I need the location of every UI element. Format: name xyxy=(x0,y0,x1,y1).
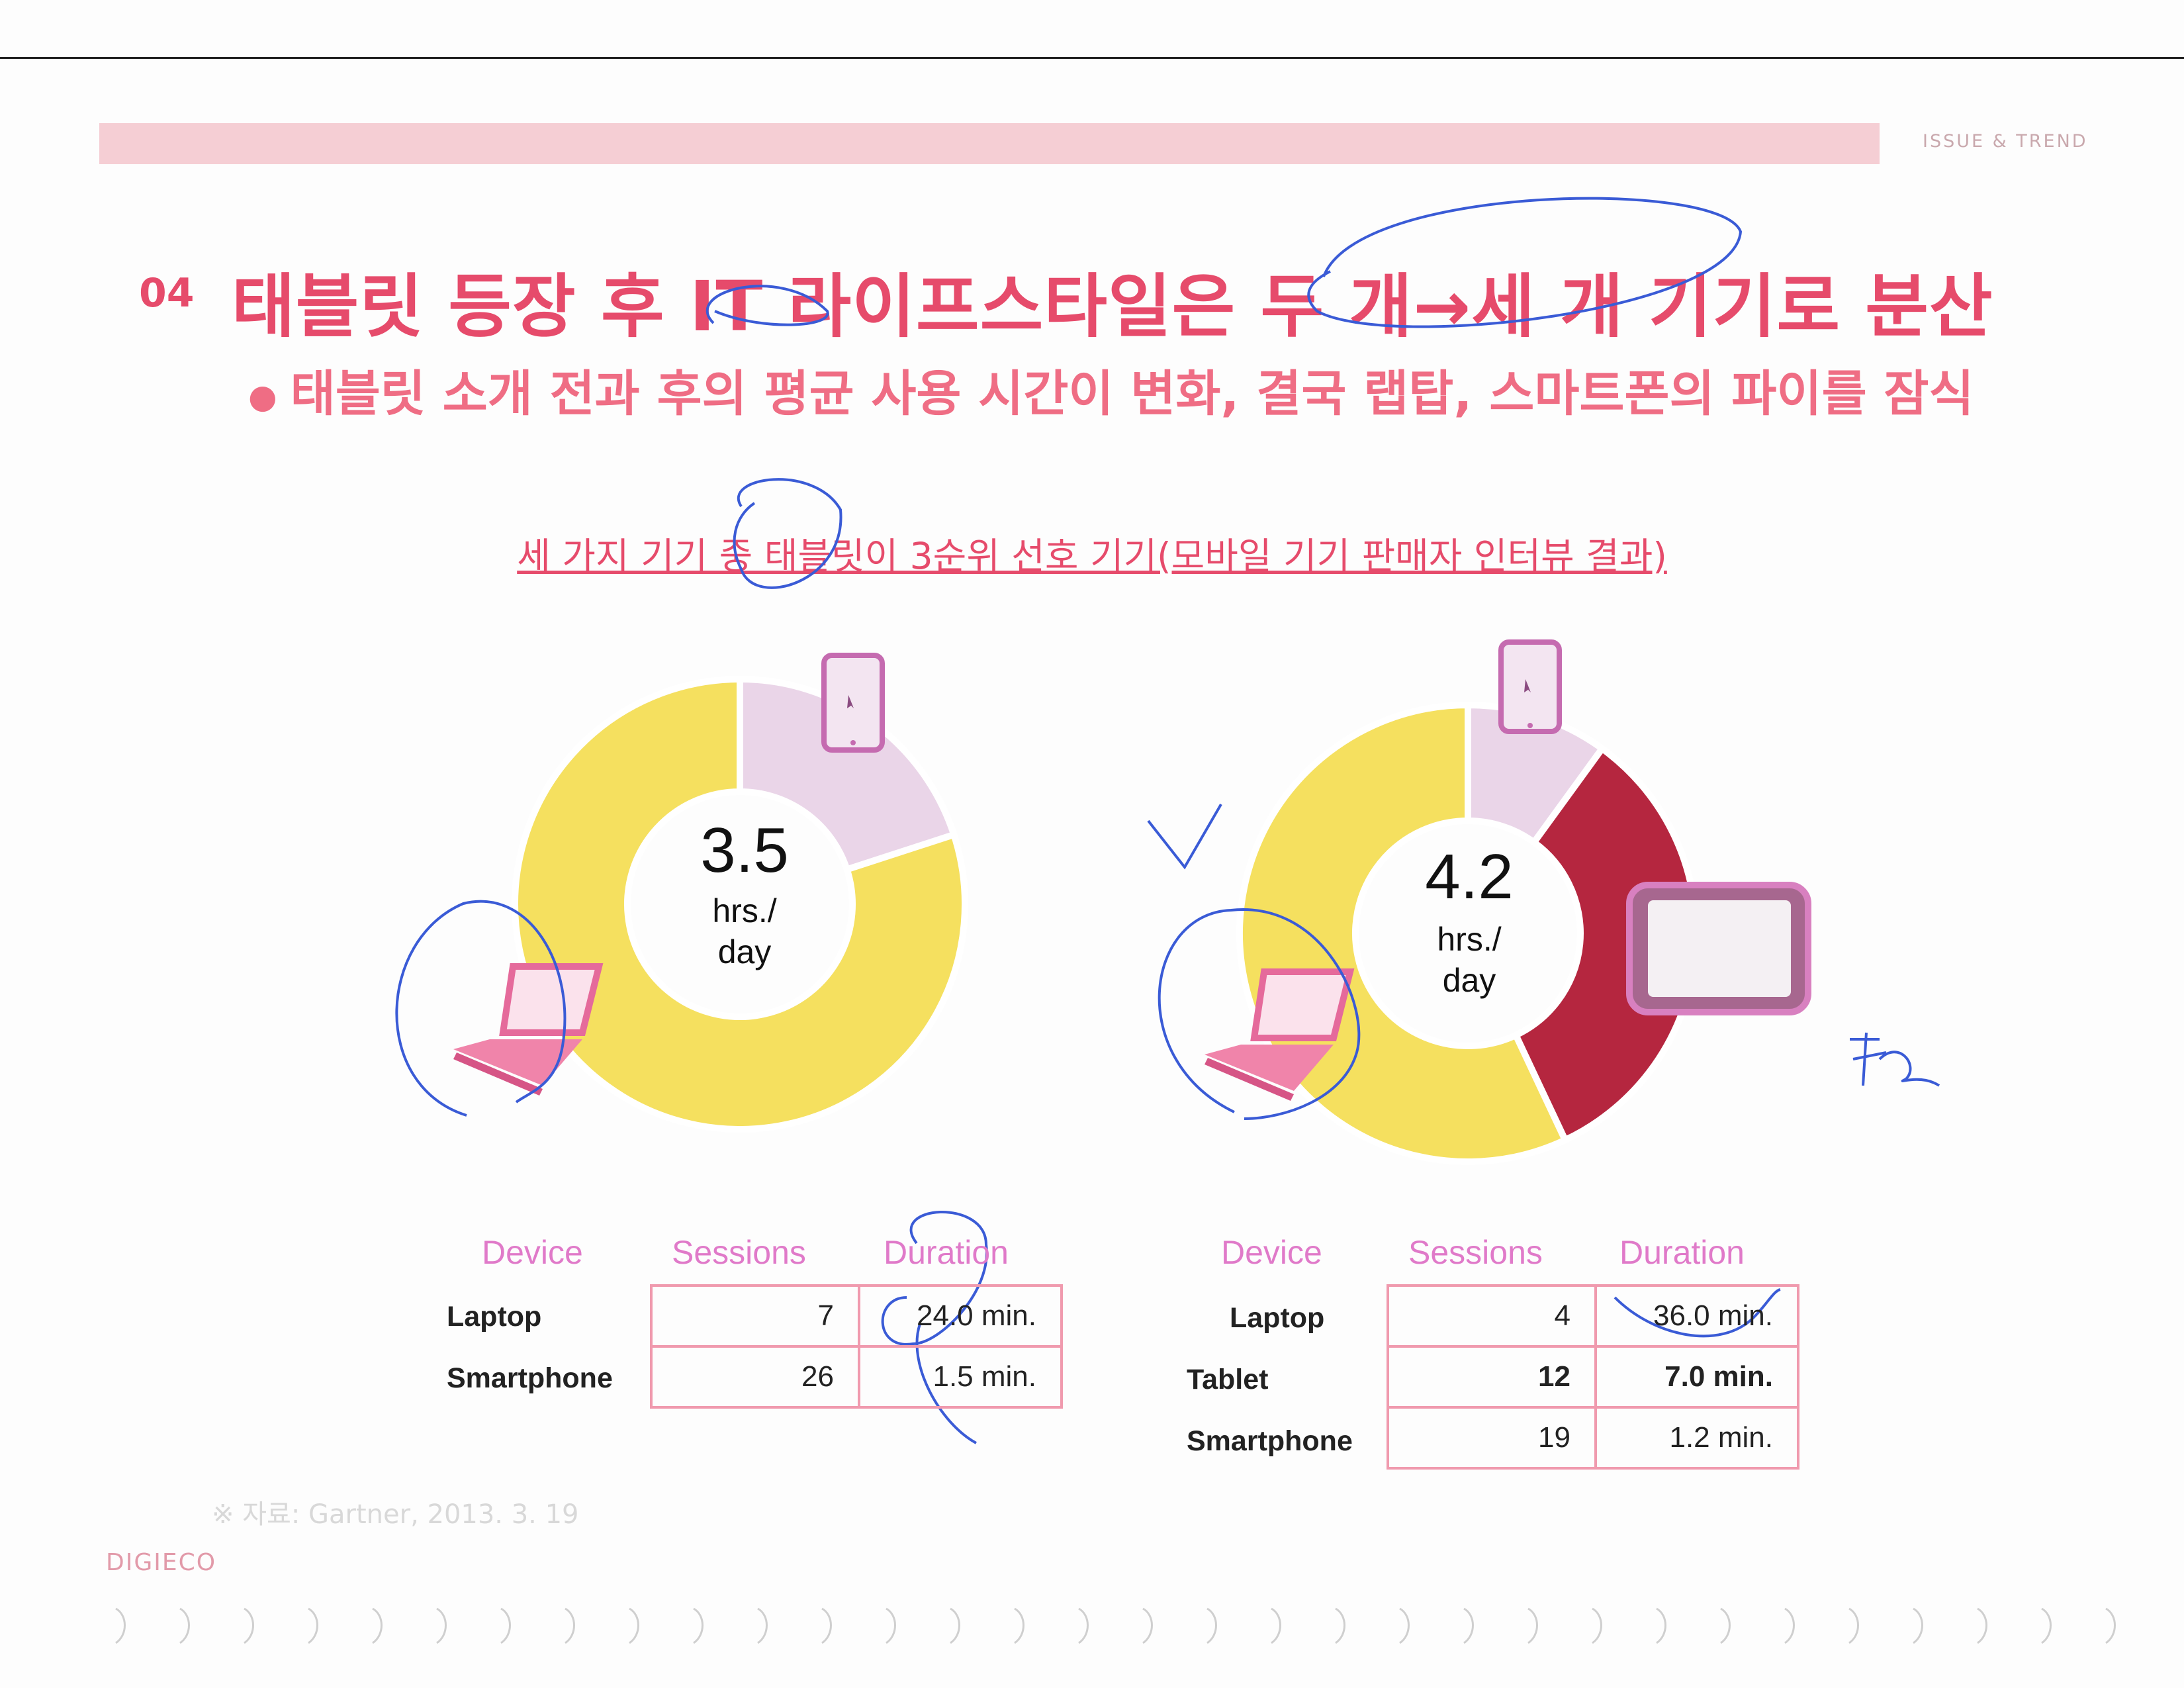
cell-duration: 1.5 min. xyxy=(858,1345,1063,1409)
column-header-sessions: Sessions xyxy=(1408,1234,1543,1271)
binder-mark xyxy=(1142,1607,1153,1644)
cell-duration: 1.2 min. xyxy=(1594,1406,1799,1470)
binder-holes xyxy=(115,1607,2116,1644)
cell-duration: 36.0 min. xyxy=(1594,1284,1799,1348)
binder-mark xyxy=(1720,1607,1731,1644)
smartphone-icon xyxy=(1498,639,1562,734)
binder-mark xyxy=(1592,1607,1602,1644)
binder-mark xyxy=(629,1607,639,1644)
binder-mark xyxy=(500,1607,511,1644)
bullet-icon: ● xyxy=(248,377,277,416)
section-label: ISSUE & TREND xyxy=(1923,131,2088,152)
binder-mark xyxy=(1271,1607,1281,1644)
row-label-smartphone: Smartphone xyxy=(1187,1425,1353,1457)
donut-chart-before xyxy=(512,675,969,1133)
tablet-icon xyxy=(1626,882,1811,1015)
binder-mark xyxy=(2105,1607,2116,1644)
page-subtitle: ● 태블릿 소개 전과 후의 평균 사용 시간이 변화, 결국 랩탑, 스마트폰의… xyxy=(248,354,1974,425)
top-rule xyxy=(0,57,2184,59)
cell-sessions: 19 xyxy=(1387,1406,1597,1470)
column-header-device: Device xyxy=(482,1234,583,1271)
slice-laptop xyxy=(512,675,969,1133)
laptop-icon xyxy=(453,963,604,1096)
binder-mark xyxy=(436,1607,447,1644)
binder-mark xyxy=(179,1607,190,1644)
cell-sessions: 26 xyxy=(650,1345,860,1409)
column-header-sessions: Sessions xyxy=(672,1234,806,1271)
subtitle-text: 태블릿 소개 전과 후의 평균 사용 시간이 변화, 결국 랩탑, 스마트폰의 … xyxy=(290,365,1974,422)
slice-tablet xyxy=(1511,743,1700,1145)
row-label-tablet: Tablet xyxy=(1187,1364,1269,1395)
donut1-center-unit: hrs./ day xyxy=(712,892,777,970)
page-title: 태블릿 등장 후 IT 라이프스타일은 두 개→세 개 기기로 분산 xyxy=(232,266,1993,347)
donut2-center-unit: hrs./ day xyxy=(1437,921,1502,999)
binder-mark xyxy=(1078,1607,1089,1644)
binder-mark xyxy=(1977,1607,1987,1644)
binder-mark xyxy=(1848,1607,1859,1644)
cell-duration: 24.0 min. xyxy=(858,1284,1063,1348)
row-label-laptop: Laptop xyxy=(1230,1302,1325,1334)
binder-mark xyxy=(2041,1607,2052,1644)
binder-mark xyxy=(821,1607,832,1644)
binder-mark xyxy=(1656,1607,1666,1644)
cell-sessions: 4 xyxy=(1387,1284,1597,1348)
section-number: 04 xyxy=(139,270,195,316)
binder-mark xyxy=(886,1607,896,1644)
binder-mark xyxy=(1206,1607,1217,1644)
row-label-smartphone: Smartphone xyxy=(447,1362,613,1394)
smartphone-icon xyxy=(821,653,885,753)
cell-sessions: 7 xyxy=(650,1284,860,1348)
cell-duration: 7.0 min. xyxy=(1594,1345,1799,1409)
binder-mark xyxy=(693,1607,704,1644)
binder-mark xyxy=(757,1607,768,1644)
binder-mark xyxy=(950,1607,960,1644)
source-note: ※ 자료: Gartner, 2013. 3. 19 xyxy=(212,1499,579,1530)
binder-mark xyxy=(115,1607,126,1644)
binder-mark xyxy=(565,1607,575,1644)
row-label-laptop: Laptop xyxy=(447,1301,542,1333)
laptop-icon xyxy=(1205,968,1355,1101)
column-header-device: Device xyxy=(1221,1234,1322,1271)
binder-mark xyxy=(244,1607,254,1644)
column-header-duration: Duration xyxy=(884,1234,1009,1271)
slice-smartphone xyxy=(737,675,958,874)
binder-mark xyxy=(372,1607,383,1644)
binder-mark xyxy=(1399,1607,1410,1644)
binder-mark xyxy=(1527,1607,1538,1644)
binder-mark xyxy=(1784,1607,1795,1644)
binder-mark xyxy=(308,1607,318,1644)
donut2-center-value: 4.2 xyxy=(1425,841,1514,912)
handwritten-annotations xyxy=(395,197,1940,1444)
header-band xyxy=(99,123,1880,164)
donut1-center-value: 3.5 xyxy=(700,815,789,886)
cell-sessions: 12 xyxy=(1387,1345,1597,1409)
column-header-duration: Duration xyxy=(1619,1234,1745,1271)
chart-heading: 세 가지 기기 중 태블릿이 3순위 선호 기기(모바일 기기 판매자 인터뷰 … xyxy=(517,535,1667,577)
binder-mark xyxy=(1913,1607,1923,1644)
binder-mark xyxy=(1463,1607,1474,1644)
footer-brand: DIGIECO xyxy=(106,1549,217,1576)
binder-mark xyxy=(1014,1607,1024,1644)
binder-mark xyxy=(1335,1607,1345,1644)
